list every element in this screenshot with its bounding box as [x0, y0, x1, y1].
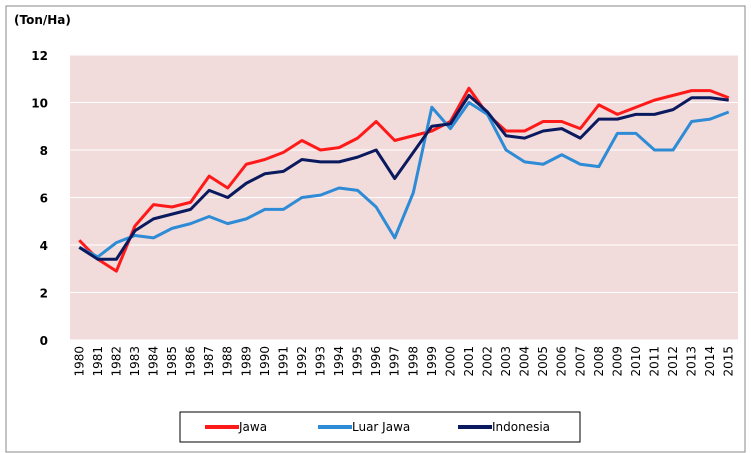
x-tick-label: 2003: [499, 346, 513, 377]
x-tick-label: 1983: [128, 346, 142, 377]
y-tick-label: 6: [40, 192, 48, 206]
series-line: [78, 86, 730, 273]
legend-label: Jawa: [238, 420, 267, 434]
x-tick-label: 2012: [666, 346, 680, 377]
x-tick-label: 2005: [536, 346, 550, 377]
x-tick-label: 2010: [629, 346, 643, 377]
y-axis-label: (Ton/Ha): [14, 13, 71, 27]
x-tick-label: 1991: [276, 346, 290, 377]
legend-box: [179, 411, 581, 443]
x-tick-label: 1986: [184, 346, 198, 377]
x-tick-label: 2001: [462, 346, 476, 377]
x-tick-label: 2006: [555, 346, 569, 377]
legend-label: Indonesia: [492, 420, 550, 434]
series-line: [78, 101, 730, 259]
x-tick-label: 1993: [314, 346, 328, 377]
y-tick-label: 4: [40, 239, 48, 253]
x-tick-label: 2000: [443, 346, 457, 377]
x-tick-label: 1995: [351, 346, 365, 377]
x-tick-label: 2008: [592, 346, 606, 377]
x-tick-label: 1982: [109, 346, 123, 377]
x-tick-label: 1996: [369, 346, 383, 377]
x-tick-label: 2015: [722, 346, 736, 377]
y-tick-label: 10: [31, 97, 48, 111]
x-tick-label: 1989: [239, 346, 253, 377]
x-tick-label: 1990: [258, 346, 272, 377]
x-tick-label: 1994: [332, 346, 346, 377]
y-tick-label: 0: [40, 334, 48, 348]
y-tick-label: 8: [40, 144, 48, 158]
x-tick-label: 2014: [703, 346, 717, 377]
x-tick-label: 1999: [425, 346, 439, 377]
legend-label: Luar Jawa: [352, 420, 410, 434]
series-line: [78, 93, 729, 261]
x-tick-label: 2007: [573, 346, 587, 377]
y-tick-label: 2: [40, 287, 48, 301]
x-tick-label: 2004: [518, 346, 532, 377]
x-tick-label: 2011: [648, 346, 662, 377]
x-tick-label: 1997: [388, 346, 402, 377]
x-tick-label: 1998: [406, 346, 420, 377]
x-tick-label: 1980: [72, 346, 86, 377]
x-tick-label: 2009: [610, 346, 624, 377]
x-tick-label: 1988: [221, 346, 235, 377]
x-tick-label: 1981: [91, 346, 105, 377]
x-tick-label: 2002: [481, 346, 495, 377]
x-tick-label: 1987: [202, 346, 216, 377]
y-tick-label: 12: [31, 49, 48, 63]
x-tick-label: 1985: [165, 346, 179, 377]
x-tick-label: 2013: [685, 346, 699, 377]
x-tick-label: 1992: [295, 346, 309, 377]
x-tick-label: 1984: [147, 346, 161, 377]
